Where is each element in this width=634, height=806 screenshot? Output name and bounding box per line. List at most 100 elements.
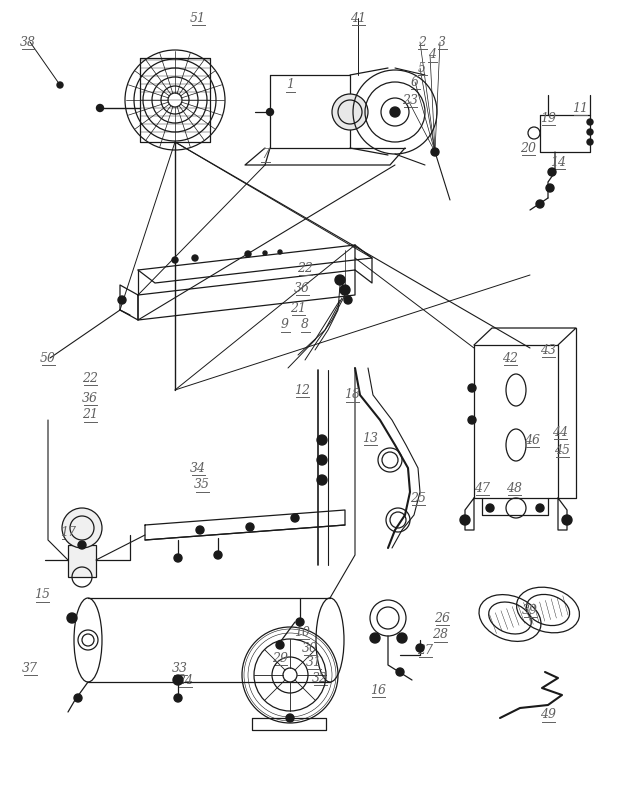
- Text: 14: 14: [550, 156, 566, 168]
- Text: 37: 37: [22, 662, 38, 675]
- Text: 6: 6: [411, 76, 419, 89]
- Text: 3: 3: [438, 35, 446, 48]
- Text: 2: 2: [418, 35, 426, 48]
- Circle shape: [587, 129, 593, 135]
- Circle shape: [335, 275, 345, 285]
- Circle shape: [486, 504, 494, 512]
- Text: 28: 28: [432, 629, 448, 642]
- Circle shape: [57, 82, 63, 88]
- Text: 35: 35: [194, 479, 210, 492]
- Text: 43: 43: [540, 343, 556, 356]
- Text: 39: 39: [522, 604, 538, 617]
- Text: 13: 13: [362, 431, 378, 444]
- Circle shape: [317, 455, 327, 465]
- Circle shape: [118, 296, 126, 304]
- Circle shape: [246, 523, 254, 531]
- Circle shape: [173, 675, 183, 685]
- Text: 31: 31: [306, 655, 322, 668]
- Circle shape: [192, 255, 198, 261]
- Circle shape: [468, 416, 476, 424]
- Circle shape: [587, 139, 593, 145]
- Text: 12: 12: [294, 384, 310, 397]
- Circle shape: [562, 515, 572, 525]
- Text: 20: 20: [520, 142, 536, 155]
- Text: 21: 21: [290, 301, 306, 314]
- Text: 36: 36: [294, 281, 310, 294]
- Circle shape: [332, 94, 368, 130]
- Text: 46: 46: [524, 434, 540, 447]
- Text: 11: 11: [572, 102, 588, 114]
- Text: 19: 19: [540, 111, 556, 124]
- Text: 24: 24: [177, 674, 193, 687]
- Circle shape: [296, 618, 304, 626]
- Text: 22: 22: [82, 372, 98, 384]
- Circle shape: [370, 633, 380, 643]
- Text: 34: 34: [190, 462, 206, 475]
- Text: 15: 15: [34, 588, 50, 601]
- Circle shape: [587, 119, 593, 125]
- Circle shape: [431, 148, 439, 156]
- Text: 33: 33: [172, 662, 188, 675]
- Circle shape: [344, 296, 352, 304]
- Text: 41: 41: [350, 11, 366, 24]
- Text: 23: 23: [402, 93, 418, 106]
- Circle shape: [536, 200, 544, 208]
- Circle shape: [390, 107, 400, 117]
- Text: 49: 49: [540, 708, 556, 721]
- Text: 7: 7: [261, 148, 269, 161]
- Circle shape: [291, 514, 299, 522]
- Text: 44: 44: [552, 426, 568, 438]
- Circle shape: [397, 633, 407, 643]
- Circle shape: [548, 168, 556, 176]
- Circle shape: [266, 109, 273, 115]
- Circle shape: [536, 504, 544, 512]
- Text: 1: 1: [286, 78, 294, 92]
- Text: 30: 30: [302, 642, 318, 654]
- Circle shape: [396, 668, 404, 676]
- Text: 50: 50: [40, 351, 56, 364]
- Circle shape: [174, 554, 182, 562]
- Text: 16: 16: [370, 683, 386, 696]
- Text: 4: 4: [428, 48, 436, 61]
- Circle shape: [546, 184, 554, 192]
- Circle shape: [78, 541, 86, 549]
- Circle shape: [340, 285, 350, 295]
- Text: 9: 9: [281, 318, 289, 331]
- Text: 42: 42: [502, 351, 518, 364]
- Text: 36: 36: [82, 392, 98, 405]
- Text: 18: 18: [344, 388, 360, 401]
- Circle shape: [62, 508, 102, 548]
- Text: 32: 32: [312, 671, 328, 684]
- Circle shape: [286, 714, 294, 722]
- Bar: [68, 545, 96, 577]
- Text: 22: 22: [297, 261, 313, 275]
- Circle shape: [317, 475, 327, 485]
- Circle shape: [460, 515, 470, 525]
- Circle shape: [214, 551, 222, 559]
- Circle shape: [245, 251, 251, 257]
- Circle shape: [416, 644, 424, 652]
- Text: 45: 45: [554, 443, 570, 456]
- Text: 47: 47: [474, 481, 490, 495]
- Circle shape: [276, 641, 284, 649]
- Text: 25: 25: [410, 492, 426, 505]
- Circle shape: [263, 251, 267, 255]
- Circle shape: [317, 435, 327, 445]
- Text: 51: 51: [190, 11, 206, 24]
- Circle shape: [196, 526, 204, 534]
- Text: 29: 29: [272, 651, 288, 664]
- Circle shape: [174, 694, 182, 702]
- Circle shape: [468, 384, 476, 392]
- Text: 48: 48: [506, 481, 522, 495]
- Text: 38: 38: [20, 35, 36, 48]
- Text: 17: 17: [60, 526, 76, 538]
- Circle shape: [67, 613, 77, 623]
- Circle shape: [96, 105, 103, 111]
- Circle shape: [278, 250, 282, 254]
- Circle shape: [74, 694, 82, 702]
- Text: 5: 5: [418, 61, 426, 74]
- Text: 21: 21: [82, 409, 98, 422]
- Text: 26: 26: [434, 612, 450, 625]
- Text: 27: 27: [417, 643, 433, 657]
- Text: 8: 8: [301, 318, 309, 331]
